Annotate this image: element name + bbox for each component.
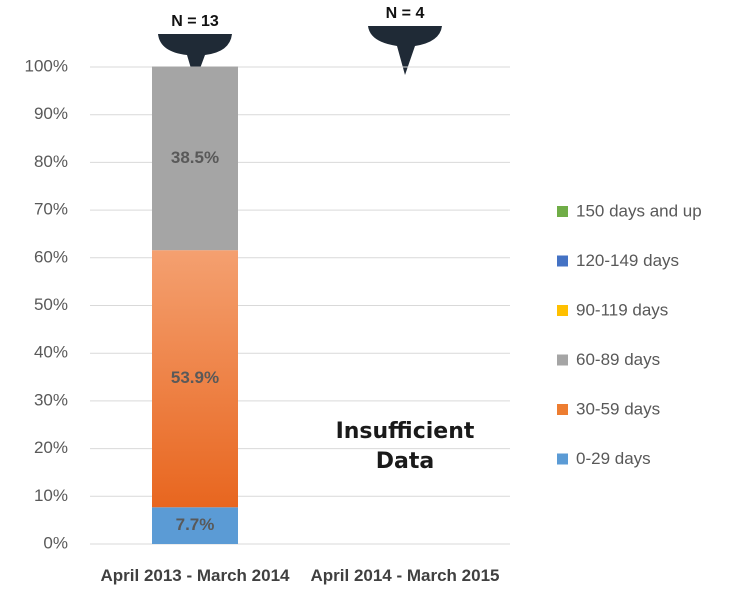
legend-label: 90-119 days — [576, 300, 668, 319]
data-label: 53.9% — [171, 368, 219, 387]
badge-shape — [158, 34, 232, 82]
legend-label: 0-29 days — [576, 449, 651, 468]
legend-label: 150 days and up — [576, 201, 702, 220]
legend-swatch — [557, 453, 568, 465]
legend-swatch — [557, 305, 568, 316]
y-tick-label: 0% — [43, 533, 68, 552]
x-tick-label: April 2014 - March 2015 — [310, 566, 500, 585]
annotation: Insufficient Data — [335, 419, 475, 474]
legend-label: 60-89 days — [576, 350, 660, 369]
data-label: 7.7% — [176, 515, 215, 534]
y-tick-label: 80% — [34, 152, 68, 171]
x-tick-label: April 2013 - March 2014 — [100, 566, 290, 585]
y-tick-label: 90% — [34, 104, 68, 123]
data-label: 38.5% — [171, 148, 219, 167]
legend-label: 120-149 days — [576, 251, 679, 270]
legend-swatch — [557, 206, 568, 217]
annotation: N = 4 — [386, 5, 425, 22]
y-tick-label: 70% — [34, 200, 68, 219]
legend-swatch — [557, 255, 568, 267]
y-tick-label: 20% — [34, 438, 68, 457]
bar-segment — [152, 250, 238, 508]
y-tick-label: 100% — [25, 56, 68, 75]
annotation: N = 13 — [171, 13, 219, 30]
bar-segment — [152, 507, 238, 544]
y-tick-label: 10% — [34, 486, 68, 505]
legend-swatch — [557, 404, 568, 415]
y-tick-label: 50% — [34, 295, 68, 314]
badge-shape — [368, 26, 442, 75]
legend-swatch — [557, 354, 568, 366]
legend-label: 30-59 days — [576, 399, 660, 418]
y-tick-label: 60% — [34, 247, 68, 266]
bar-segment — [152, 66, 238, 251]
y-tick-label: 30% — [34, 390, 68, 409]
y-tick-label: 40% — [34, 343, 68, 362]
